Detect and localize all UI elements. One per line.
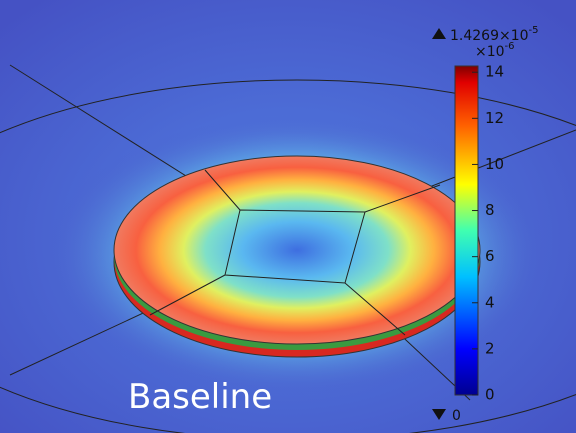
tick-label: 14 bbox=[485, 63, 504, 81]
tick-label: 6 bbox=[485, 247, 495, 265]
tick-label: 0 bbox=[485, 386, 495, 404]
disk-top bbox=[114, 156, 480, 344]
tick-label: 10 bbox=[485, 155, 504, 173]
tick-label: 12 bbox=[485, 109, 504, 127]
min-label: 0 bbox=[452, 408, 461, 424]
scene: Baseline 1.4269×10-5 ×10-6 0 02468101214 bbox=[0, 0, 576, 433]
caption: Baseline bbox=[128, 377, 272, 417]
tick-label: 8 bbox=[485, 201, 495, 219]
tick-label: 4 bbox=[485, 293, 495, 311]
max-label: 1.4269×10-5 bbox=[450, 25, 539, 44]
colorbar bbox=[455, 66, 478, 395]
tick-label: 2 bbox=[485, 339, 495, 357]
